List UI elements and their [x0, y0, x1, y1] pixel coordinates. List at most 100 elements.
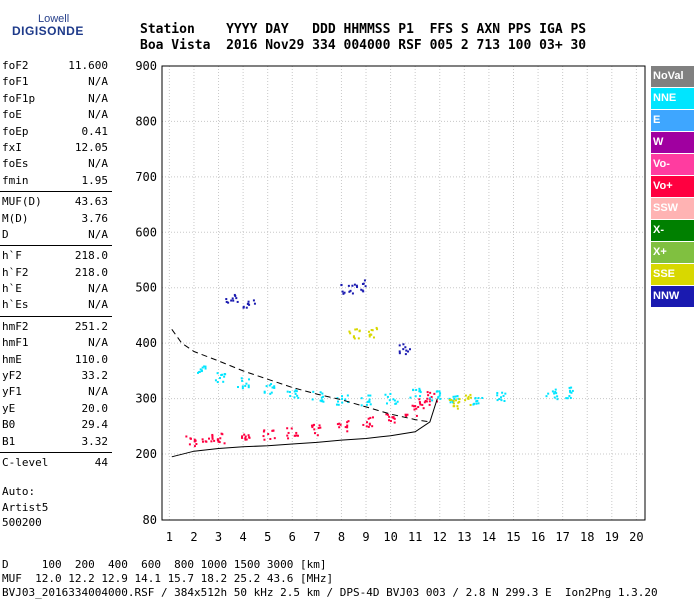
echo-point-nne [396, 400, 399, 403]
echo-point-nnw [351, 284, 354, 287]
echo-point-sse [352, 336, 355, 339]
echo-point-nne [504, 392, 507, 395]
echo-point-vo- [411, 404, 414, 407]
echo-point-nne [566, 397, 569, 400]
echo-point-nne [389, 392, 392, 395]
echo-point-sse [348, 330, 351, 333]
echo-point-nne [384, 393, 387, 396]
echo-point-sse [454, 399, 457, 402]
echo-point-vo- [392, 416, 395, 419]
echo-point-sse [357, 337, 360, 340]
echo-point-vo- [213, 439, 216, 442]
echo-point-sse [349, 332, 352, 335]
echo-point-vo- [313, 428, 316, 431]
param-row: h`Es N/A [0, 297, 112, 313]
echo-point-nnw [361, 289, 364, 292]
echo-point-vo- [271, 429, 274, 432]
echo-point-nnw [225, 298, 228, 301]
echo-point-vo- [267, 433, 270, 436]
param-row: yE 20.0 [0, 401, 112, 417]
echo-point-nne [555, 392, 558, 395]
y-tick-label: 700 [135, 170, 157, 184]
echo-point-nne [385, 402, 388, 405]
param-label: fmin [2, 173, 29, 187]
echo-point-nne [273, 386, 276, 389]
echo-point-nne [565, 397, 568, 400]
x-tick-label: 10 [383, 530, 397, 544]
param-divider [0, 245, 112, 247]
echo-point-vo- [346, 430, 349, 433]
echo-point-vo- [193, 445, 196, 448]
x-tick-label: 14 [482, 530, 496, 544]
echo-point-vo- [405, 415, 408, 418]
param-value: 1.95 [81, 173, 109, 187]
echo-point-nnw [355, 284, 358, 287]
scaled-parameters-panel: foF2 11.600 foF1 N/A foF1p N/A foE N/A foEp 0.41 f… [0, 58, 112, 471]
param-value: 3.76 [81, 211, 109, 225]
echo-point-vo- [294, 434, 297, 437]
echo-point-sse [369, 333, 372, 336]
echo-point-nne [241, 379, 244, 382]
echo-point-vo- [247, 434, 250, 437]
echo-point-nne [360, 404, 363, 407]
echo-point-vo- [418, 398, 421, 401]
echo-point-nne [439, 392, 442, 395]
echo-point-nne [438, 394, 441, 397]
echo-point-nne [295, 390, 298, 393]
echo-point-nne [419, 391, 422, 394]
echo-point-nne [199, 368, 202, 371]
echo-point-nne [244, 384, 247, 387]
echo-point-nne [204, 365, 207, 368]
param-value: 0.41 [81, 124, 109, 138]
param-value: N/A [88, 108, 108, 122]
param-row: h`F 218.0 [0, 248, 112, 264]
echo-point-nne [553, 392, 556, 395]
footer-file-info: BVJ03_2016334004000.RSF / 384x512h 50 kH… [2, 586, 658, 599]
echo-point-nnw [356, 285, 359, 288]
echo-point-sse [452, 399, 455, 402]
echo-point-nne [453, 397, 456, 400]
echo-point-nne [452, 395, 455, 398]
echo-point-nne [341, 401, 344, 404]
polarization-legend: NoVal NNE E W Vo- Vo+ SSW X- X+ SSE NNW [651, 66, 694, 308]
echo-point-nne [448, 397, 451, 400]
param-row: foF1 N/A [0, 74, 112, 90]
echo-point-sse [464, 394, 467, 397]
x-tick-label: 11 [408, 530, 422, 544]
echo-point-nne [429, 397, 432, 400]
echo-point-nne [245, 382, 248, 385]
param-label: hmF2 [2, 319, 29, 333]
echo-point-vo- [312, 424, 315, 427]
param-row: h`F2 218.0 [0, 265, 112, 281]
echo-point-vo- [426, 397, 429, 400]
echo-point-vo- [347, 420, 350, 423]
echo-point-nne [474, 397, 477, 400]
echo-point-vo- [262, 435, 265, 438]
legend-item-noval: NoVal [651, 66, 694, 87]
echo-point-nne [297, 396, 300, 399]
param-label: hmF1 [2, 336, 29, 350]
param-value: N/A [88, 336, 108, 350]
echo-point-sse [467, 397, 470, 400]
param-row: C-level 44 [0, 455, 112, 471]
echo-point-nnw [398, 352, 401, 355]
echo-point-sse [469, 403, 472, 406]
param-divider [0, 191, 112, 193]
echo-point-nnw [340, 284, 343, 287]
echo-point-nne [288, 391, 291, 394]
echo-point-nne [220, 374, 223, 377]
param-row: fxI 12.05 [0, 140, 112, 156]
echo-point-nne [294, 389, 297, 392]
echo-point-vo- [414, 405, 417, 408]
auto-artist: Artist5 [2, 501, 49, 514]
param-value: 12.05 [74, 140, 108, 154]
echo-point-nnw [236, 300, 239, 303]
echo-point-nne [571, 389, 574, 392]
echo-point-nne [269, 392, 272, 395]
echo-point-vo- [210, 440, 213, 443]
echo-point-vo- [313, 432, 316, 435]
legend-item-sse: SSE [651, 264, 694, 285]
param-label: foE [2, 108, 22, 122]
y-tick-label: 400 [135, 336, 157, 350]
